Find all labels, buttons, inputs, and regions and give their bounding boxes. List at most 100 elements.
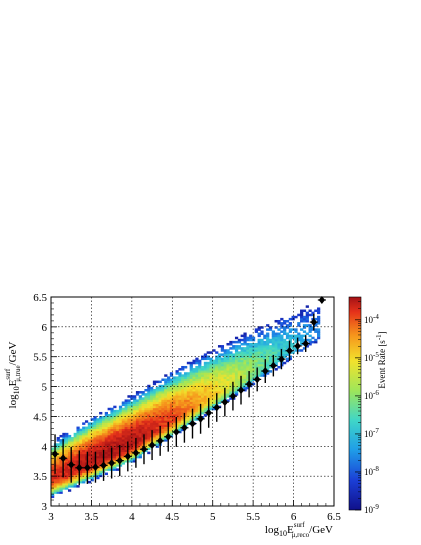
heatmap-cell — [288, 324, 292, 327]
heatmap-cell — [189, 395, 193, 398]
heatmap-cell — [246, 342, 250, 346]
heatmap-cell — [297, 313, 301, 317]
heatmap-cell — [127, 460, 131, 463]
heatmap-cell — [206, 370, 210, 373]
heatmap-cell — [113, 447, 117, 450]
heatmap-cell — [113, 411, 117, 415]
y-tick-label: 5 — [42, 382, 48, 394]
heatmap-cell — [107, 426, 111, 430]
heatmap-cell — [93, 443, 97, 446]
heatmap-cell — [65, 445, 69, 448]
heatmap-cell — [209, 361, 213, 365]
heatmap-cell — [243, 380, 247, 384]
heatmap-cell — [172, 403, 176, 407]
heatmap-cell — [266, 347, 270, 350]
heatmap-cell — [127, 449, 131, 453]
heatmap-cell — [73, 476, 77, 480]
heatmap-cell — [150, 416, 154, 419]
heatmap-cell — [135, 449, 140, 453]
heatmap-cell — [300, 313, 304, 317]
heatmap-cell — [189, 386, 193, 390]
heatmap-cell — [271, 330, 275, 333]
heatmap-cell — [82, 457, 86, 461]
heatmap-cell — [271, 342, 275, 346]
heatmap-cell — [198, 361, 202, 365]
heatmap-cell — [56, 480, 60, 484]
heatmap-cell — [184, 420, 188, 423]
heatmap-cell — [99, 457, 103, 461]
heatmap-cell — [220, 363, 225, 367]
profile-point — [148, 441, 156, 450]
heatmap-cell — [135, 418, 140, 421]
heatmap-cell — [101, 424, 106, 427]
heatmap-cell — [158, 411, 162, 415]
heatmap-cell — [184, 391, 188, 394]
heatmap-cell — [110, 416, 114, 419]
heatmap-cell — [110, 437, 114, 440]
heatmap-cell — [203, 386, 208, 390]
heatmap-cell — [138, 391, 142, 394]
heatmap-cell — [184, 399, 188, 402]
heatmap-cell — [155, 397, 159, 400]
heatmap-cell — [172, 378, 176, 381]
heatmap-cell — [116, 453, 120, 457]
heatmap-cell — [79, 457, 83, 461]
heatmap-cell — [220, 388, 225, 392]
heatmap-cell — [161, 424, 165, 427]
heatmap-cell — [79, 445, 83, 448]
profile-point — [270, 361, 277, 370]
heatmap-cell — [82, 472, 86, 476]
heatmap-cell — [195, 378, 199, 381]
heatmap-cell — [212, 384, 216, 388]
heatmap-cell — [246, 374, 250, 377]
heatmap-cell — [178, 397, 182, 400]
heatmap-cell — [101, 418, 106, 421]
heatmap-cell — [167, 388, 171, 392]
heatmap-cell — [133, 439, 137, 442]
heatmap-cell — [254, 374, 258, 377]
heatmap-cell — [285, 336, 290, 340]
heatmap-cell — [73, 441, 77, 444]
heatmap-cell — [51, 493, 55, 496]
heatmap-cell — [84, 434, 89, 438]
heatmap-cell — [229, 359, 233, 363]
heatmap-cell — [87, 455, 92, 459]
heatmap-cell — [314, 317, 318, 321]
heatmap-cell — [118, 445, 123, 448]
heatmap-cell — [260, 349, 264, 352]
heatmap-cell — [198, 378, 202, 381]
heatmap-cell — [223, 378, 227, 381]
heatmap-cell — [195, 359, 199, 363]
heatmap-cell — [297, 324, 301, 327]
heatmap-cell — [118, 430, 123, 434]
heatmap-cell — [144, 401, 148, 404]
heatmap-cell — [87, 464, 92, 467]
heatmap-cell — [116, 420, 120, 423]
heatmap-cell — [220, 399, 225, 402]
heatmap-cell — [260, 340, 264, 344]
heatmap-cell — [186, 420, 191, 423]
heatmap-cell — [189, 374, 193, 377]
heatmap-cell — [232, 370, 236, 373]
heatmap-cell — [234, 370, 239, 373]
heatmap-cell — [164, 416, 168, 419]
heatmap-cell — [147, 424, 151, 427]
heatmap-cell — [167, 391, 171, 394]
heatmap-cell — [110, 432, 114, 436]
heatmap-cell — [263, 340, 267, 344]
heatmap-cell — [141, 399, 145, 402]
heatmap-cell — [251, 336, 256, 340]
heatmap-cell — [56, 439, 60, 442]
heatmap-cell — [124, 403, 128, 407]
heatmap-cell — [155, 445, 159, 448]
heatmap-cell — [121, 445, 125, 448]
heatmap-cell — [178, 384, 182, 388]
heatmap-cell — [215, 351, 219, 354]
heatmap-cell — [84, 428, 89, 432]
heatmap-cell — [51, 476, 55, 480]
heatmap-cell — [200, 380, 205, 384]
heatmap-cell — [93, 445, 97, 448]
heatmap-cell — [268, 326, 273, 329]
heatmap-cell — [110, 426, 114, 430]
plot-area: 3 3.5 4 4.5 5 5.5 6 6.5 33.544.555.566.5 — [33, 292, 341, 523]
